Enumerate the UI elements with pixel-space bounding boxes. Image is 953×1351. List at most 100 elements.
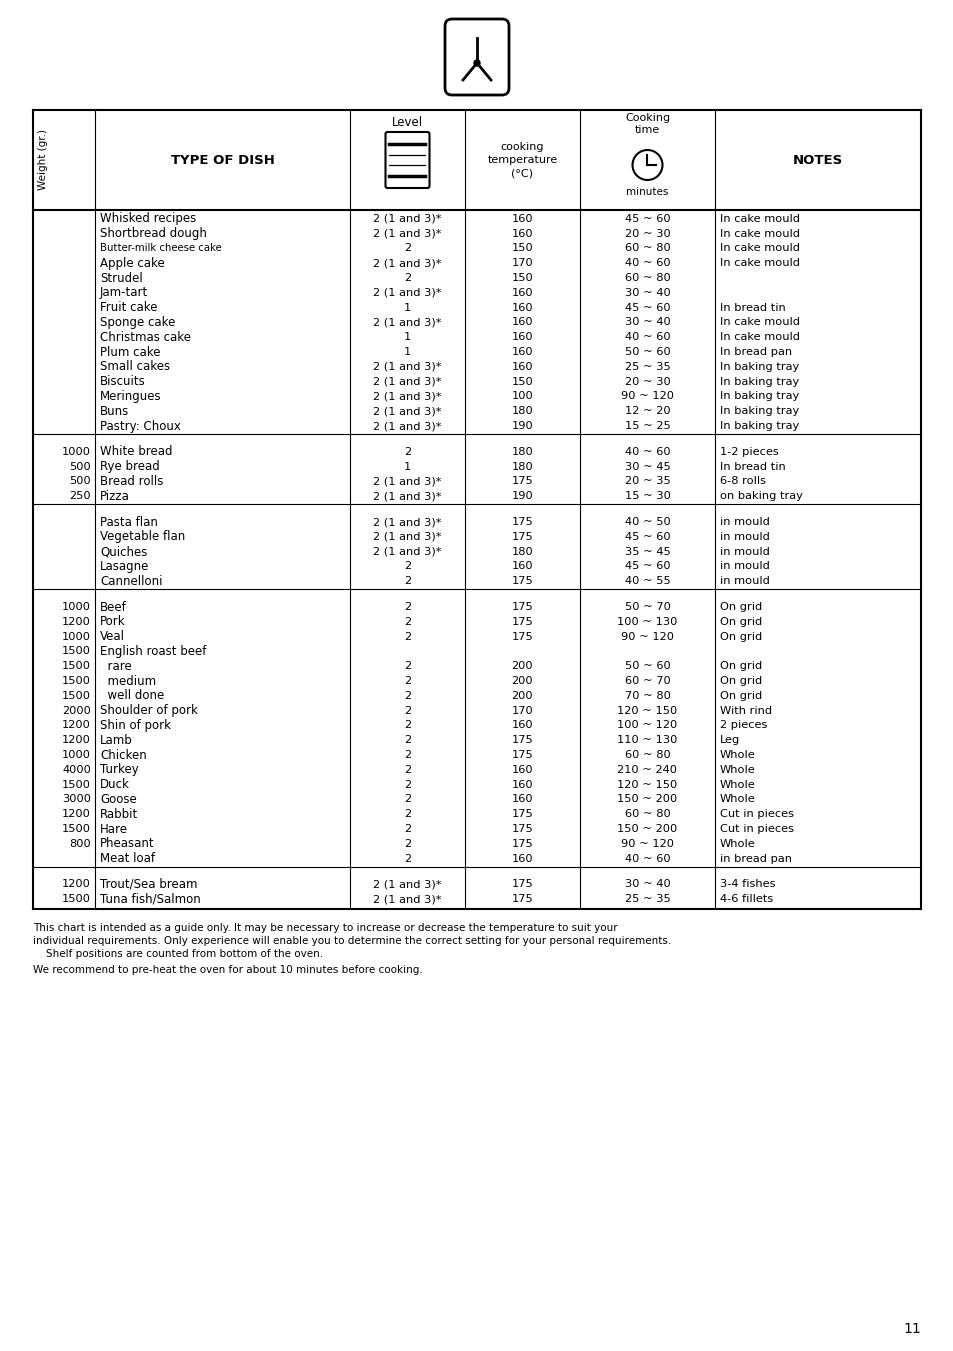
Text: Whole: Whole — [720, 839, 755, 848]
Text: 15 ~ 30: 15 ~ 30 — [624, 492, 670, 501]
Text: 30 ~ 40: 30 ~ 40 — [624, 317, 670, 327]
Text: 160: 160 — [511, 854, 533, 863]
Text: 2: 2 — [403, 661, 411, 671]
Text: well done: well done — [100, 689, 164, 703]
Text: in mould: in mould — [720, 547, 769, 557]
Text: 1: 1 — [403, 462, 411, 471]
Text: 175: 175 — [511, 617, 533, 627]
Text: 150 ~ 200: 150 ~ 200 — [617, 794, 677, 804]
Text: 1000: 1000 — [62, 750, 91, 761]
Text: 2 (1 and 3)*: 2 (1 and 3)* — [373, 894, 441, 904]
Text: 160: 160 — [511, 562, 533, 571]
Text: In baking tray: In baking tray — [720, 377, 799, 386]
Text: 45 ~ 60: 45 ~ 60 — [624, 213, 670, 224]
Text: 170: 170 — [511, 705, 533, 716]
Text: medium: medium — [100, 674, 156, 688]
Text: English roast beef: English roast beef — [100, 644, 206, 658]
Text: Level: Level — [392, 116, 422, 130]
Text: on baking tray: on baking tray — [720, 492, 802, 501]
Text: Cannelloni: Cannelloni — [100, 574, 162, 588]
Text: Whole: Whole — [720, 780, 755, 790]
Text: 40 ~ 60: 40 ~ 60 — [624, 332, 670, 342]
Text: Duck: Duck — [100, 778, 130, 792]
Text: 45 ~ 60: 45 ~ 60 — [624, 562, 670, 571]
Text: Meat loaf: Meat loaf — [100, 852, 154, 865]
Text: 2 (1 and 3)*: 2 (1 and 3)* — [373, 377, 441, 386]
Text: Biscuits: Biscuits — [100, 376, 146, 388]
Text: 2 (1 and 3)*: 2 (1 and 3)* — [373, 317, 441, 327]
Text: 2: 2 — [403, 765, 411, 775]
Text: 175: 175 — [511, 735, 533, 746]
Text: 160: 160 — [511, 332, 533, 342]
Text: 1200: 1200 — [62, 809, 91, 819]
Text: 25 ~ 35: 25 ~ 35 — [624, 362, 670, 372]
Text: With rind: With rind — [720, 705, 771, 716]
Text: 40 ~ 60: 40 ~ 60 — [624, 447, 670, 457]
Text: 160: 160 — [511, 288, 533, 297]
Text: 30 ~ 40: 30 ~ 40 — [624, 288, 670, 297]
Text: Quiches: Quiches — [100, 546, 147, 558]
Text: Pasta flan: Pasta flan — [100, 516, 157, 528]
Text: 2 (1 and 3)*: 2 (1 and 3)* — [373, 258, 441, 269]
Text: 210 ~ 240: 210 ~ 240 — [617, 765, 677, 775]
Text: 15 ~ 25: 15 ~ 25 — [624, 422, 670, 431]
Text: 190: 190 — [511, 492, 533, 501]
Text: 100: 100 — [511, 392, 533, 401]
Text: Whisked recipes: Whisked recipes — [100, 212, 196, 226]
Text: 1: 1 — [403, 303, 411, 312]
Text: 90 ~ 120: 90 ~ 120 — [620, 839, 673, 848]
Text: 175: 175 — [511, 824, 533, 834]
Text: 160: 160 — [511, 317, 533, 327]
Text: 150: 150 — [511, 243, 533, 254]
Text: 1500: 1500 — [62, 647, 91, 657]
Text: cooking
temperature
(°C): cooking temperature (°C) — [487, 142, 558, 178]
Text: 120 ~ 150: 120 ~ 150 — [617, 705, 677, 716]
Text: Vegetable flan: Vegetable flan — [100, 531, 185, 543]
Text: in mould: in mould — [720, 517, 769, 527]
Text: 2 (1 and 3)*: 2 (1 and 3)* — [373, 477, 441, 486]
Text: 250: 250 — [70, 492, 91, 501]
Text: 20 ~ 30: 20 ~ 30 — [624, 228, 670, 239]
Text: Goose: Goose — [100, 793, 136, 807]
Text: individual requirements. Only experience will enable you to determine the correc: individual requirements. Only experience… — [33, 936, 671, 946]
Text: In baking tray: In baking tray — [720, 392, 799, 401]
Text: 40 ~ 55: 40 ~ 55 — [624, 577, 670, 586]
Text: 3000: 3000 — [62, 794, 91, 804]
Text: 200: 200 — [511, 676, 533, 686]
Text: Rye bread: Rye bread — [100, 461, 159, 473]
Text: 2: 2 — [403, 839, 411, 848]
Text: 60 ~ 80: 60 ~ 80 — [624, 243, 670, 254]
Text: 2 pieces: 2 pieces — [720, 720, 766, 731]
Text: 170: 170 — [511, 258, 533, 269]
Text: 175: 175 — [511, 750, 533, 761]
Text: 2: 2 — [403, 720, 411, 731]
Text: 2 (1 and 3)*: 2 (1 and 3)* — [373, 407, 441, 416]
Text: Pastry: Choux: Pastry: Choux — [100, 420, 181, 432]
Text: 1500: 1500 — [62, 894, 91, 904]
Text: 12 ~ 20: 12 ~ 20 — [624, 407, 670, 416]
Text: Strudel: Strudel — [100, 272, 143, 285]
Text: 175: 175 — [511, 532, 533, 542]
Text: In baking tray: In baking tray — [720, 362, 799, 372]
Text: Trout/Sea bream: Trout/Sea bream — [100, 878, 197, 890]
Text: TYPE OF DISH: TYPE OF DISH — [171, 154, 274, 166]
Text: in mould: in mould — [720, 562, 769, 571]
Text: NOTES: NOTES — [792, 154, 842, 166]
Text: 2: 2 — [403, 809, 411, 819]
Text: Pizza: Pizza — [100, 490, 130, 503]
Text: In cake mould: In cake mould — [720, 332, 800, 342]
Text: Whole: Whole — [720, 765, 755, 775]
Text: Sponge cake: Sponge cake — [100, 316, 175, 330]
Text: Small cakes: Small cakes — [100, 361, 170, 373]
Text: Whole: Whole — [720, 794, 755, 804]
Text: In cake mould: In cake mould — [720, 213, 800, 224]
Text: 60 ~ 70: 60 ~ 70 — [624, 676, 670, 686]
Text: 90 ~ 120: 90 ~ 120 — [620, 392, 673, 401]
Text: 2: 2 — [403, 243, 411, 254]
Text: 3-4 fishes: 3-4 fishes — [720, 880, 775, 889]
Text: 25 ~ 35: 25 ~ 35 — [624, 894, 670, 904]
Text: On grid: On grid — [720, 617, 761, 627]
Text: 2: 2 — [403, 690, 411, 701]
Text: 500: 500 — [70, 477, 91, 486]
Text: 1: 1 — [403, 347, 411, 357]
